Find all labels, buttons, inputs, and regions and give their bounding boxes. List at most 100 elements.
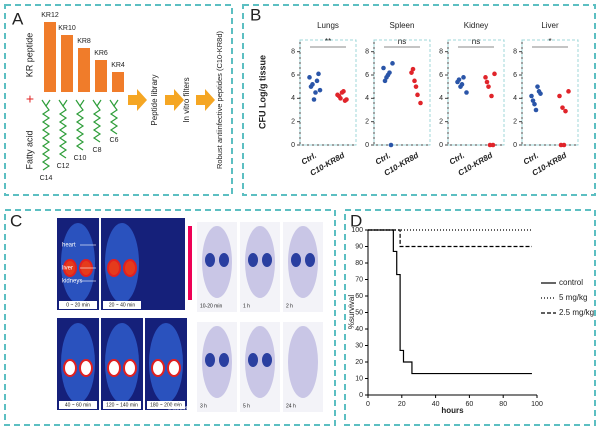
organ-signal (219, 253, 229, 267)
y-tick-label: 0 (439, 142, 443, 149)
panel-a-frame (4, 4, 233, 196)
data-point (381, 65, 386, 71)
x-tick-label: 20 (398, 401, 406, 408)
organ-label: kidneys (62, 279, 82, 285)
axis-label: hours (441, 406, 464, 415)
time-label: 20 ~ 40 min (109, 302, 135, 308)
plot-frame (521, 39, 579, 146)
time-label: 180 ~ 200 min (150, 402, 182, 408)
data-point (317, 87, 323, 93)
organ-signal (107, 259, 121, 277)
y-tick-label: 30 (355, 342, 363, 349)
y-tick-label: 8 (513, 49, 517, 56)
time-label: 2 h (286, 303, 293, 309)
peptide-bar (95, 60, 107, 92)
legend-label: 5 mg/kg (559, 293, 587, 302)
flow-step: Robust antiinfective peptides (C10-KR8d) (215, 31, 224, 169)
body-outline (202, 326, 232, 398)
data-point (336, 93, 342, 99)
panel-d-frame (344, 209, 596, 426)
y-tick-label: 90 (355, 243, 363, 250)
y-tick-label: 0 (513, 142, 517, 149)
y-tick-label: 0 (291, 142, 295, 149)
plot-frame (447, 39, 505, 146)
body-outline (245, 326, 275, 398)
data-point (412, 78, 417, 84)
time-label: 1 h (243, 303, 250, 309)
x-tick-label: 60 (466, 401, 474, 408)
flow-step: In vitro filters (182, 77, 191, 122)
time-strip (103, 401, 141, 409)
x-tick-label: Ctrl. (522, 151, 540, 167)
panel-label: B (250, 5, 261, 24)
chain-label: C12 (57, 163, 70, 170)
time-label: 24 h (286, 403, 296, 409)
data-point (532, 101, 537, 107)
data-point (535, 84, 540, 89)
data-point (339, 90, 345, 95)
organ-signal (262, 353, 272, 367)
axis-label: CFU Log/g tissue (257, 55, 267, 129)
y-tick-label: 2 (513, 119, 517, 126)
time-strip (59, 401, 97, 409)
organ-signal (79, 359, 93, 377)
data-point (382, 78, 388, 84)
organ-signal (107, 359, 121, 377)
y-tick-label: 20 (355, 359, 363, 366)
organ-signal (205, 253, 215, 267)
organ-signal (305, 253, 315, 267)
data-point (456, 77, 462, 82)
flow-arrow (165, 89, 184, 111)
organ-signal (123, 359, 137, 377)
body-outline (288, 326, 318, 398)
chain-label: C6 (110, 137, 119, 144)
fatty-chain (75, 99, 85, 151)
significance: ns (398, 37, 406, 46)
data-point (533, 107, 539, 113)
organ-signal (63, 359, 77, 377)
y-tick-label: 60 (355, 293, 363, 300)
body-signal (61, 223, 95, 303)
legend-label: 2.5 mg/kg (559, 308, 594, 317)
data-point (418, 100, 423, 106)
fatty-chain (41, 99, 51, 171)
data-point (492, 71, 497, 77)
peptide-label: KR8 (77, 38, 91, 45)
data-point (409, 70, 414, 75)
axis-label: KR peptide (24, 33, 34, 78)
y-tick-label: 80 (355, 260, 363, 267)
data-point (464, 90, 469, 95)
organ-signal (248, 253, 258, 267)
x-tick-label: 80 (499, 401, 507, 408)
body-outline (288, 226, 318, 298)
x-tick-label: Ctrl. (448, 151, 466, 167)
x-tick-label: Ctrl. (300, 151, 318, 167)
color-scale (188, 226, 192, 300)
organ-signal (167, 359, 181, 377)
y-tick-label: 2 (291, 119, 295, 126)
body-outline (202, 226, 232, 298)
organ-label: liver (62, 266, 73, 272)
body-signal (105, 223, 139, 303)
y-tick-label: 70 (355, 276, 363, 283)
peptide-label: KR6 (94, 50, 108, 57)
data-point (489, 93, 494, 99)
data-point (413, 84, 419, 89)
y-tick-label: 0 (359, 392, 363, 399)
organ-label: bladder (168, 406, 188, 412)
y-tick-label: 8 (291, 49, 295, 56)
y-tick-label: 8 (439, 49, 443, 56)
data-point (314, 78, 320, 84)
body-signal (149, 323, 183, 403)
peptide-bar (44, 22, 56, 92)
data-point (560, 105, 565, 110)
y-tick-label: 100 (351, 227, 363, 234)
panel-c-frame (4, 209, 336, 426)
panel-label: D (350, 211, 362, 230)
y-tick-label: 10 (355, 375, 363, 382)
data-point (483, 75, 488, 80)
plus-sign: + (26, 91, 34, 107)
significance: * (548, 37, 551, 46)
time-label: 10-20 min (200, 303, 222, 309)
